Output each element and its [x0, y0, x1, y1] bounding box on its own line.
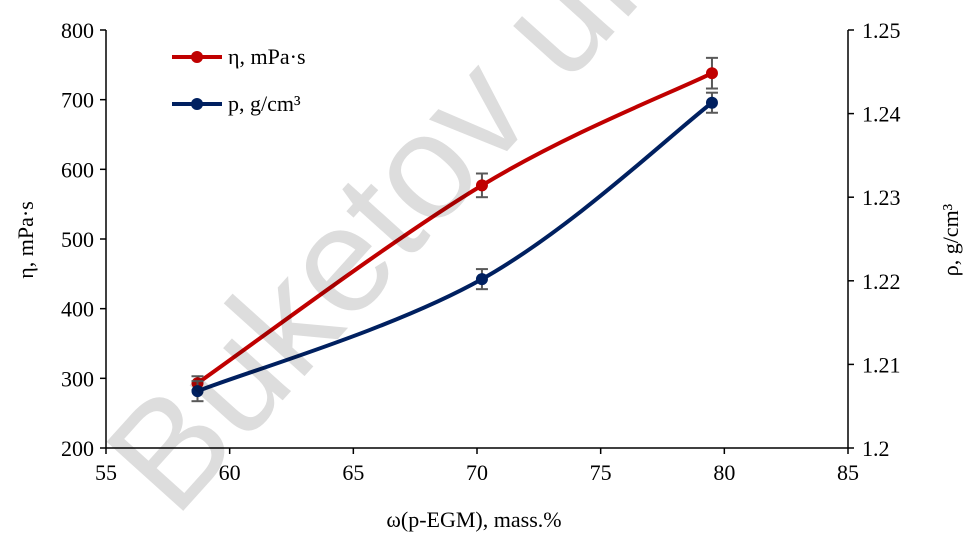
legend: η, mPa·s p, g/cm³ — [172, 44, 306, 116]
y-left-tick-label: 600 — [61, 157, 94, 182]
watermark: Buketov uni — [74, 0, 723, 534]
data-point — [191, 385, 204, 398]
y-right-tick-label: 1.22 — [862, 269, 901, 294]
y-right-tick-label: 1.2 — [862, 436, 890, 461]
x-tick-label: 55 — [95, 460, 117, 485]
x-tick-label: 85 — [837, 460, 859, 485]
series-layer — [191, 56, 718, 403]
y-right-axis-title: ρ, g/cm³ — [938, 203, 963, 276]
legend-item-eta: η, mPa·s — [172, 44, 306, 69]
y-left-axis-title: η, mPa·s — [13, 201, 38, 279]
legend-label-density: p, g/cm³ — [228, 91, 301, 116]
x-tick-label: 75 — [590, 460, 612, 485]
y-left-tick-label: 700 — [61, 88, 94, 113]
y-right-tick-label: 1.24 — [862, 102, 901, 127]
data-point — [705, 96, 718, 109]
x-tick-label: 70 — [466, 460, 488, 485]
y-right-tick-label: 1.25 — [862, 18, 901, 43]
y-left-tick-label: 200 — [61, 436, 94, 461]
series-density — [191, 91, 718, 403]
legend-marker-density — [191, 98, 203, 110]
y-left-tick-label: 500 — [61, 227, 94, 252]
x-tick-label: 65 — [342, 460, 364, 485]
y-left-ticks: 200 300 400 500 600 700 800 — [61, 18, 106, 461]
legend-label-eta: η, mPa·s — [228, 44, 306, 69]
y-left-tick-label: 800 — [61, 18, 94, 43]
y-left-tick-label: 400 — [61, 297, 94, 322]
data-point — [475, 179, 488, 192]
y-left-tick-label: 300 — [61, 366, 94, 391]
x-tick-label: 80 — [713, 460, 735, 485]
x-ticks: 55 60 65 70 75 80 85 — [95, 448, 859, 485]
y-right-ticks: 1.2 1.21 1.22 1.23 1.24 1.25 — [848, 18, 901, 461]
legend-marker-eta — [191, 51, 203, 63]
y-right-tick-label: 1.21 — [862, 352, 901, 377]
data-point — [705, 67, 718, 80]
data-point — [475, 273, 488, 286]
legend-item-density: p, g/cm³ — [172, 91, 301, 116]
x-axis-title: ω(p-EGM), mass.% — [386, 507, 561, 532]
y-right-tick-label: 1.23 — [862, 185, 901, 210]
x-tick-label: 60 — [219, 460, 241, 485]
